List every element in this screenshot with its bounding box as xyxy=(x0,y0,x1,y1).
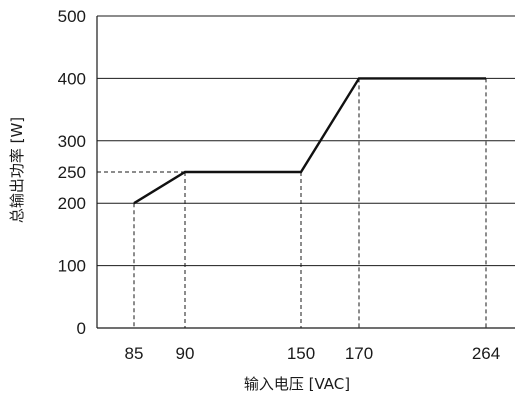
y-tick-label-200: 200 xyxy=(58,194,86,213)
grid-lines xyxy=(97,77,515,267)
y-tick-label-400: 400 xyxy=(58,69,86,88)
x-tick-label-90: 90 xyxy=(176,344,195,363)
y-tick-labels: 0 100 200 250 300 400 500 xyxy=(58,7,86,338)
x-tick-label-85: 85 xyxy=(125,344,144,363)
y-tick-label-300: 300 xyxy=(58,132,86,151)
x-axis-title: 输入电压 [VAC] xyxy=(244,375,350,393)
reference-lines xyxy=(97,78,487,328)
series-line-group xyxy=(133,77,486,205)
x-tick-label-264: 264 xyxy=(472,344,500,363)
series-line xyxy=(133,77,486,205)
y-tick-label-0: 0 xyxy=(77,319,86,338)
y-axis-title: 总输出功率 [W] xyxy=(8,117,26,223)
x-tick-label-170: 170 xyxy=(345,344,373,363)
y-tick-label-500: 500 xyxy=(58,7,86,26)
x-tick-labels: 85 90 150 170 264 xyxy=(125,344,501,363)
x-tick-label-150: 150 xyxy=(287,344,315,363)
y-tick-label-250: 250 xyxy=(58,163,86,182)
y-tick-label-100: 100 xyxy=(58,257,86,276)
plot-frame xyxy=(96,15,515,329)
